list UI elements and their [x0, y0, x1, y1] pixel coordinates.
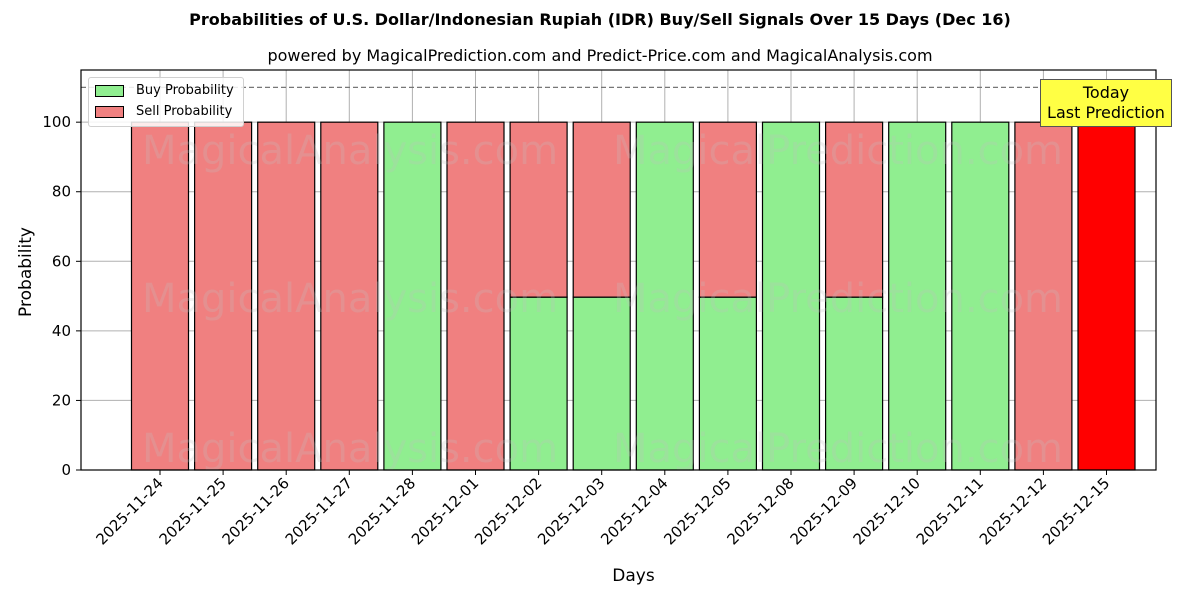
x-tick-label: 2025-12-12 — [976, 474, 1050, 548]
legend-item-buy: Buy Probability — [95, 83, 234, 98]
y-tick-label: 100 — [42, 113, 71, 131]
y-tick-label: 80 — [52, 183, 71, 201]
annotation-line1: Today — [1082, 83, 1130, 102]
legend-item-sell: Sell Probability — [95, 104, 232, 119]
y-tick-label: 20 — [52, 391, 71, 409]
plot-frame — [80, 69, 1157, 471]
y-tick-label: 40 — [52, 322, 71, 340]
x-tick-label: 2025-12-10 — [850, 474, 924, 548]
x-tick-label: 2025-11-28 — [345, 474, 419, 548]
bar-buy — [509, 296, 568, 471]
chart-title: Probabilities of U.S. Dollar/Indonesian … — [189, 10, 1011, 29]
watermark: MagicalAnalysis.com — [142, 128, 558, 174]
x-tick-label: 2025-12-02 — [471, 474, 545, 548]
x-tick-label: 2025-11-27 — [282, 474, 356, 548]
today-annotation: Today Last Prediction — [1040, 79, 1172, 127]
bar-buy — [824, 296, 884, 471]
bar-sell — [698, 121, 758, 298]
buy-swatch-icon — [95, 84, 124, 97]
x-tick-label: 2025-11-24 — [92, 474, 166, 548]
bar-buy — [635, 121, 694, 471]
watermark: MagicalAnalysis.com — [142, 276, 558, 322]
x-tick-label: 2025-12-15 — [1039, 474, 1113, 548]
legend-buy-label: Buy Probability — [136, 83, 234, 98]
x-tick-label: 2025-12-05 — [660, 474, 734, 548]
watermark: MagicalAnalysis.com — [142, 426, 558, 472]
y-axis-label: Probability — [16, 227, 36, 317]
bar-sell — [257, 121, 316, 471]
bar-sell — [824, 121, 884, 298]
watermark: MagicalPrediction.com — [613, 128, 1063, 174]
bar-buy — [888, 121, 947, 471]
chart-subtitle: powered by MagicalPrediction.com and Pre… — [267, 46, 933, 65]
chart-legend: Buy Probability Sell Probability — [88, 77, 244, 127]
bar-sell — [1077, 121, 1136, 471]
bar-sell — [509, 121, 568, 298]
bar-sell — [130, 121, 190, 471]
x-tick-label: 2025-11-26 — [219, 474, 293, 548]
watermark: MagicalPrediction.com — [613, 426, 1063, 472]
x-tick-label: 2025-12-11 — [913, 474, 987, 548]
bar-buy — [761, 121, 821, 471]
annotation-line2: Last Prediction — [1047, 103, 1165, 122]
bar-sell — [446, 121, 505, 471]
bar-sell — [1014, 121, 1073, 471]
legend-sell-label: Sell Probability — [136, 104, 233, 119]
x-tick-label: 2025-12-04 — [597, 474, 671, 548]
x-axis-label: Days — [612, 566, 655, 586]
bar-sell — [572, 121, 631, 298]
y-tick-label: 60 — [52, 252, 71, 270]
x-tick-label: 2025-11-25 — [156, 474, 230, 548]
sell-swatch-icon — [95, 105, 124, 118]
x-tick-label: 2025-12-09 — [787, 474, 861, 548]
x-tick-label: 2025-12-08 — [723, 474, 797, 548]
watermark: MagicalPrediction.com — [613, 276, 1063, 322]
x-tick-label: 2025-12-03 — [534, 474, 608, 548]
bar-sell — [320, 121, 379, 471]
y-tick-label: 0 — [61, 461, 71, 479]
x-tick-label: 2025-12-01 — [408, 474, 482, 548]
